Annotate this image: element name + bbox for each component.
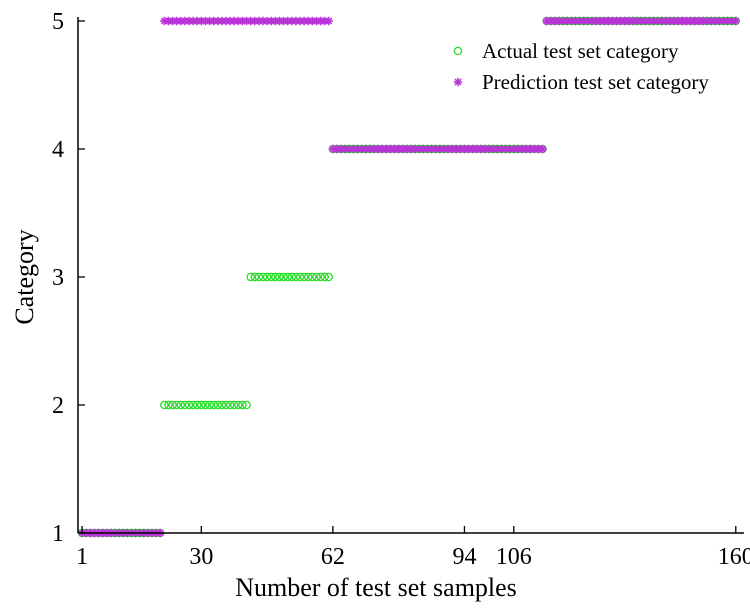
data-point-actual [238,400,247,410]
actual-series-markers [77,16,741,538]
data-point-actual [192,400,202,410]
x-tick-label: 94 [452,544,476,570]
data-point-actual [295,272,305,282]
legend-marker-actual [453,46,463,56]
data-point-actual [303,272,313,282]
data-point-actual [271,272,280,282]
y-axis-label: Category [10,229,39,324]
x-axis-label: Number of test set samples [235,573,517,602]
data-point-actual [299,272,309,282]
data-point-actual [291,272,301,282]
data-point-actual [184,400,194,410]
data-point-actual [209,400,218,410]
data-point-actual [266,272,276,282]
data-point-actual [242,400,251,410]
legend-symbol-actual [453,46,463,56]
y-tick-label: 1 [52,521,64,547]
data-point-actual [234,400,243,410]
data-point-actual [176,400,186,410]
data-point-actual [316,272,325,282]
data-point-prediction [731,16,740,26]
x-tick-label: 62 [321,544,345,570]
data-point-prediction [538,144,547,154]
data-point-actual [229,400,239,410]
data-point-actual [254,272,264,282]
data-point-actual [320,272,329,282]
data-point-actual [201,400,210,410]
y-tick-label: 3 [52,265,64,291]
data-point-actual [225,400,235,410]
data-point-actual [180,400,190,410]
data-point-actual [262,272,272,282]
data-point-actual [213,400,223,410]
data-point-actual [246,272,255,282]
data-point-actual [324,272,334,282]
data-point-actual [197,400,206,410]
data-point-actual [217,400,227,410]
data-point-actual [168,400,177,410]
data-point-actual [205,400,214,410]
x-tick-label: 30 [189,544,213,570]
legend-label-prediction: Prediction test set category [482,70,709,94]
x-tick-label: 160 [718,544,750,570]
data-point-actual [287,272,297,282]
x-tick-label: 106 [496,544,532,570]
data-point-actual [160,400,169,410]
tick-labels: 1 30 62 94 106 160 1 2 3 4 5 [52,9,750,570]
x-tick-label: 1 [76,544,88,570]
data-point-actual [283,272,292,282]
y-tick-label: 4 [52,137,64,163]
data-point-actual [275,272,284,282]
data-point-prediction [324,16,333,26]
data-point-actual [172,400,181,410]
data-point-actual [312,272,321,282]
data-point-actual [221,400,231,410]
prediction-series-markers [77,16,740,538]
legend: Actual test set category Prediction test… [453,39,709,94]
data-point-actual [308,272,317,282]
data-point-actual [250,272,260,282]
data-point-actual [279,272,288,282]
legend-label-actual: Actual test set category [482,39,679,63]
data-point-actual [258,272,268,282]
y-tick-label: 2 [52,393,64,419]
legend-marker-prediction [453,77,463,87]
data-point-actual [164,400,173,410]
axes [77,17,744,534]
data-point-actual [188,400,198,410]
y-tick-label: 5 [52,9,64,35]
legend-symbol-prediction [453,77,463,87]
